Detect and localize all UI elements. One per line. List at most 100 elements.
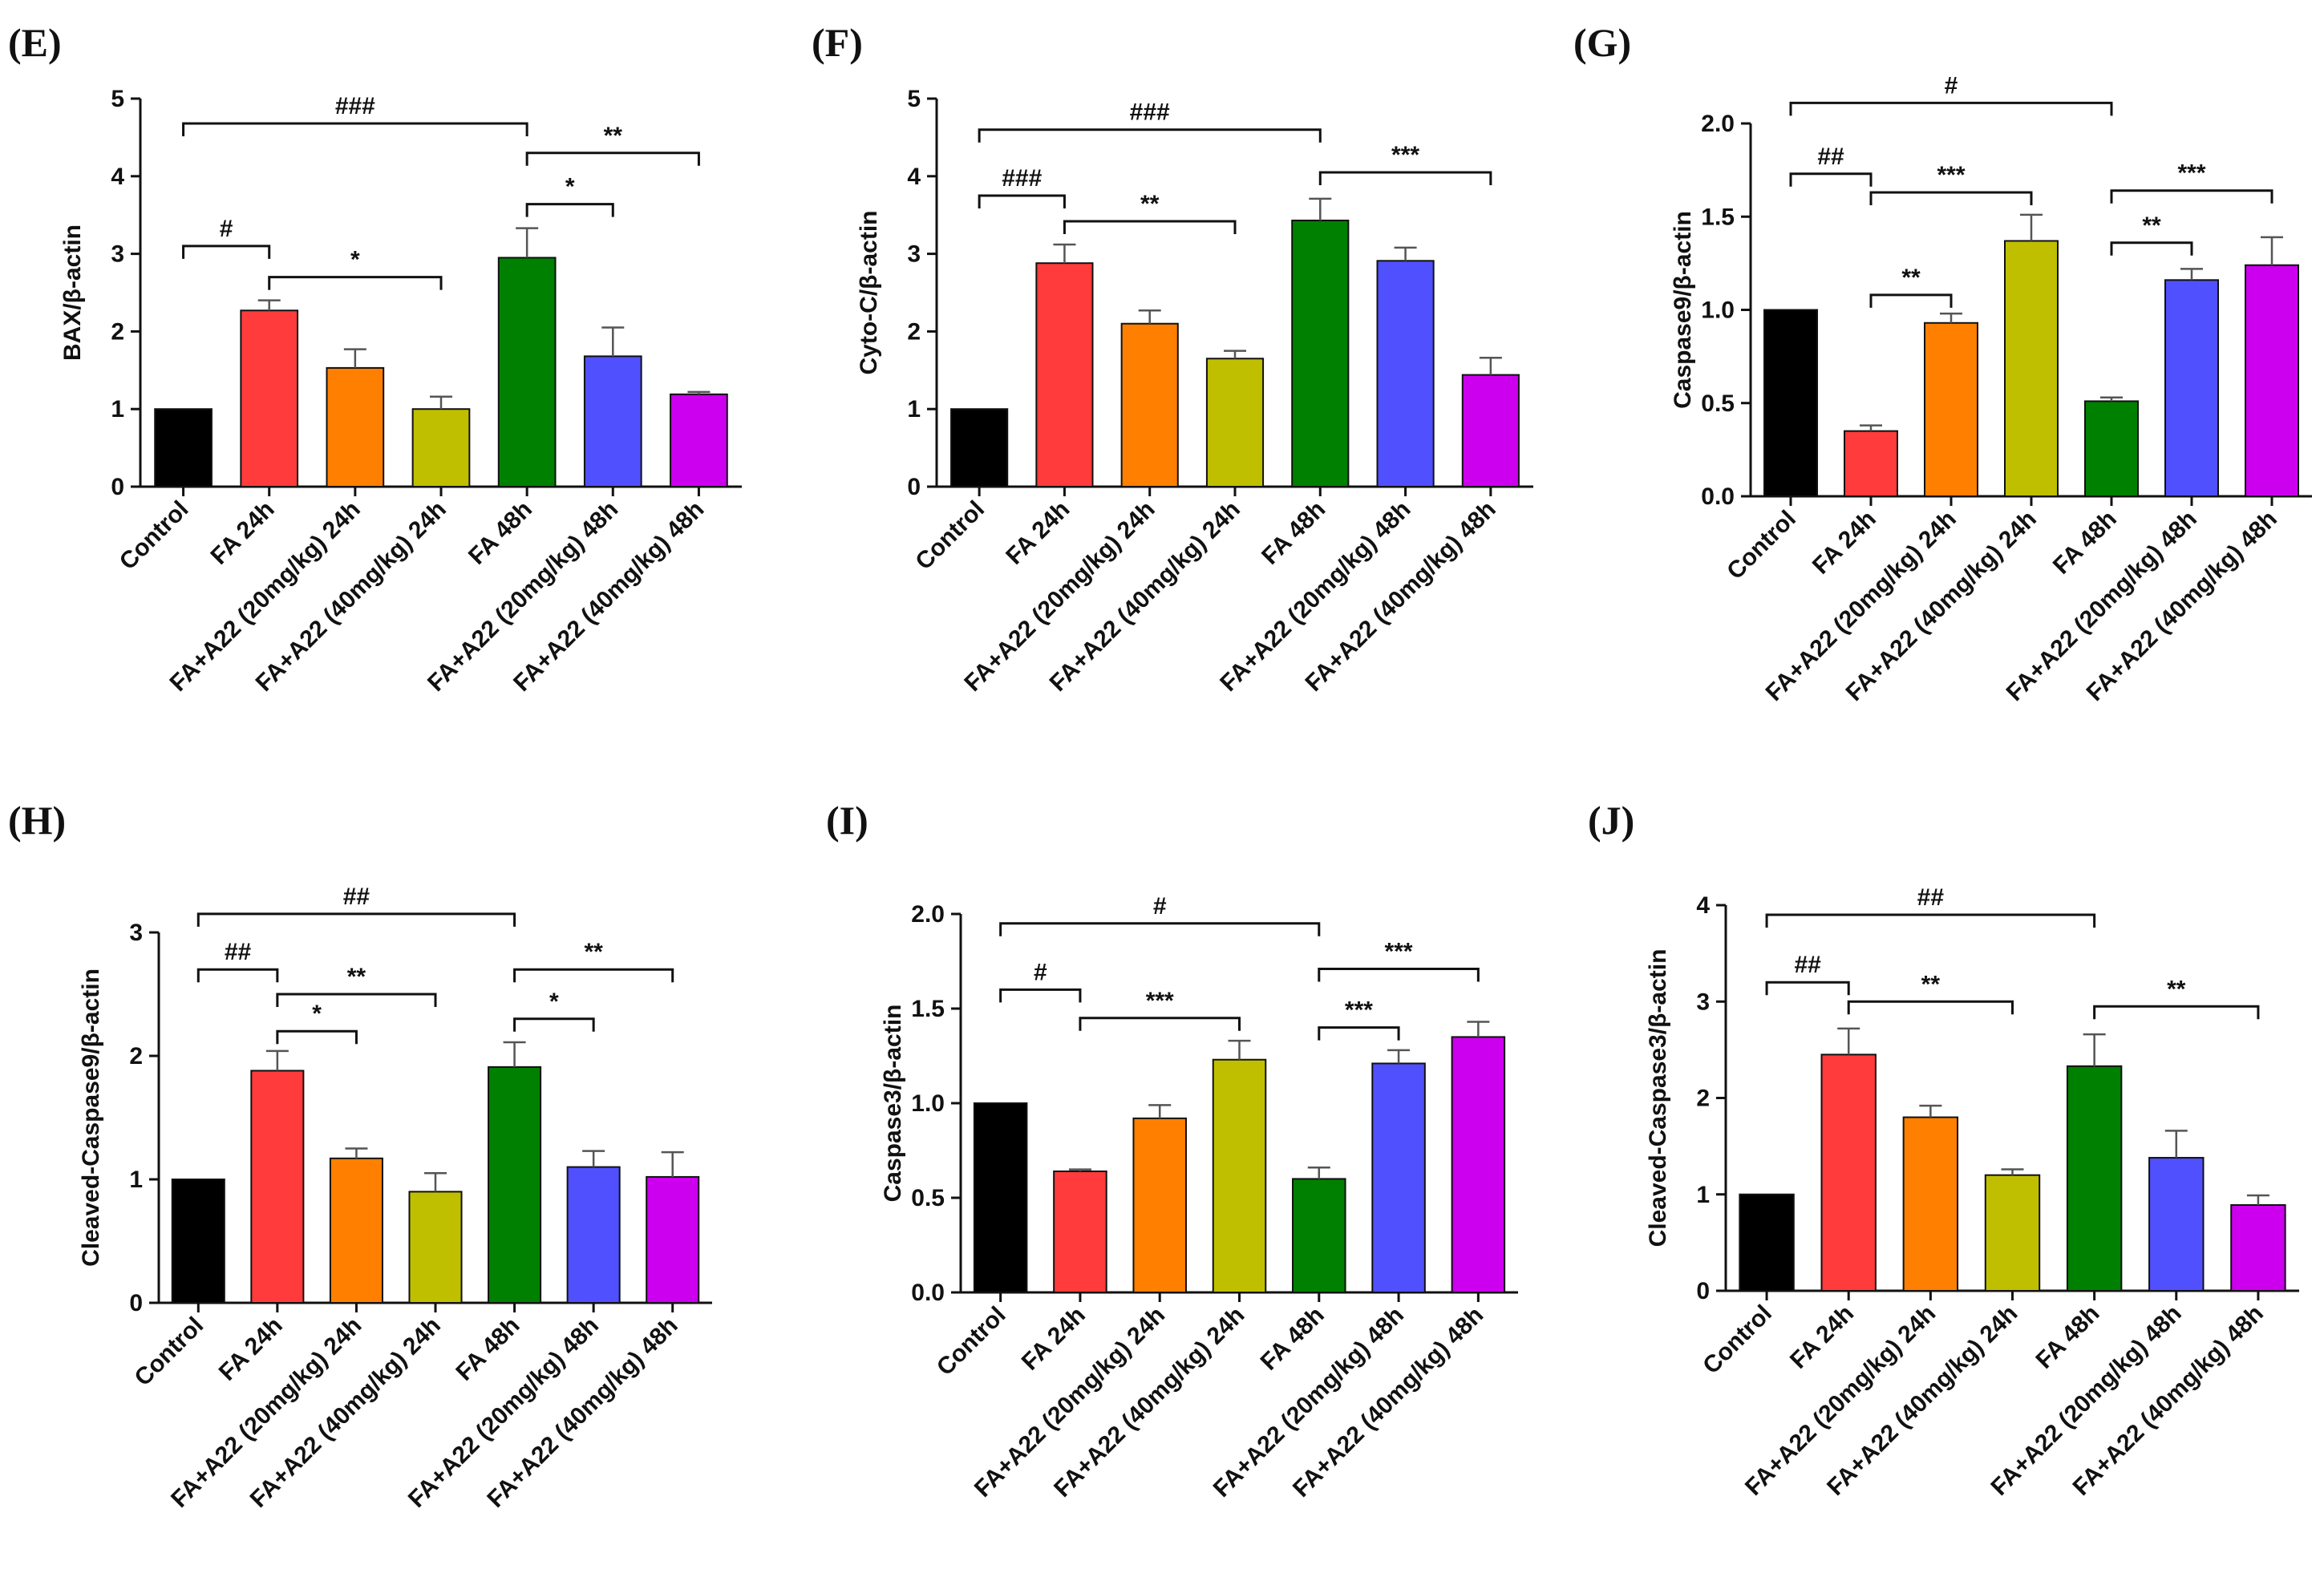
significance-bracket [978, 128, 1322, 143]
bar-fa-a22-20mg-kg-24h [1924, 321, 1978, 497]
x-tick-label: Control [115, 496, 194, 576]
significance-bracket [1789, 172, 1873, 187]
significance-bracket [1847, 1000, 2014, 1015]
y-axis-label: Caspase9/β-actin [1670, 211, 1696, 409]
significance-bracket [1079, 1017, 1241, 1031]
y-tick-label: 1.0 [911, 1090, 945, 1117]
bar-fa-a22-40mg-kg-48h [2230, 1203, 2286, 1292]
bar-fa-48h [2066, 1065, 2123, 1292]
y-tick-label: 2.0 [911, 901, 945, 928]
significance-bracket [276, 1029, 358, 1045]
y-tick-label: 4 [907, 164, 921, 190]
panel-i: (I) 0.0 0.5 1.0 1.5 2.0 Caspase3/β-actin Contro… [826, 798, 1518, 1502]
bar-fa-48h [488, 1066, 542, 1304]
significance-label: # [1034, 959, 1047, 985]
significance-bracket [182, 122, 528, 136]
significance-label: *** [1937, 162, 1965, 188]
significance-bracket [1789, 101, 2113, 116]
x-tick-label: FA 24h [206, 496, 280, 570]
x-tick-label: Control [1722, 506, 1801, 585]
y-tick-label: 2 [129, 1043, 143, 1070]
x-tick-label: Control [910, 496, 990, 576]
panel-label: (J) [1588, 798, 1634, 843]
x-tick-label: FA 48h [2030, 1300, 2104, 1374]
panel-label: (E) [8, 20, 62, 65]
significance-bracket [1765, 913, 2096, 928]
bar-fa-a22-20mg-kg-24h [1120, 322, 1179, 487]
bar-fa-24h [1844, 430, 1898, 497]
y-tick-label: 0.5 [1701, 390, 1735, 417]
x-tick-label: Control [129, 1312, 209, 1392]
bar-fa-a22-40mg-kg-48h [646, 1175, 700, 1304]
bar-fa-24h [1820, 1053, 1877, 1292]
significance-label: # [1945, 72, 1958, 99]
y-tick-label: 3 [129, 920, 143, 946]
y-tick-label: 0 [111, 474, 124, 500]
significance-bracket [999, 988, 1082, 1003]
significance-label: # [1153, 893, 1167, 920]
y-tick-label: 4 [111, 164, 124, 190]
significance-label: *** [1391, 142, 1419, 168]
panel-g: (G) 0.0 0.5 1.0 1.5 2.0 Caspase9/β-actin Contro… [1573, 20, 2312, 706]
y-axis-label: Cleaved-Caspase9/β-actin [78, 968, 104, 1267]
significance-bracket [2093, 1005, 2260, 1020]
panel-label: (I) [826, 798, 868, 843]
significance-label: ### [335, 93, 375, 119]
bar-fa-a22-20mg-kg-48h [566, 1166, 621, 1304]
bar-fa-a22-20mg-kg-48h [1371, 1062, 1426, 1293]
y-tick-label: 1.5 [911, 996, 945, 1022]
bar-fa-a22-40mg-kg-24h [411, 408, 471, 488]
significance-bracket [196, 912, 516, 927]
significance-bracket [1869, 191, 2033, 206]
y-tick-label: 2 [907, 318, 921, 345]
bar-fa-a22-40mg-kg-48h [1461, 374, 1520, 487]
bar-fa-24h [1035, 262, 1094, 487]
significance-label: ** [1901, 265, 1921, 291]
significance-label: ## [1794, 952, 1821, 978]
y-tick-label: 0 [1696, 1278, 1710, 1304]
y-tick-label: 2 [1696, 1086, 1710, 1112]
y-tick-label: 1 [907, 396, 921, 423]
bar-fa-48h [1291, 219, 1350, 487]
bar-control [950, 408, 1009, 488]
significance-label: ## [1917, 884, 1945, 911]
significance-label: * [350, 247, 360, 273]
bar-control [154, 408, 213, 488]
x-tick-label: FA 48h [1256, 1302, 1330, 1376]
bar-fa-24h [1053, 1170, 1107, 1293]
significance-bracket [2110, 241, 2193, 256]
x-tick-label: FA 24h [1017, 1302, 1091, 1376]
significance-label: * [565, 174, 575, 200]
y-tick-label: 1 [111, 396, 124, 423]
y-tick-label: 0.0 [1701, 483, 1735, 510]
y-tick-label: 0.5 [911, 1185, 945, 1211]
y-tick-label: 3 [907, 241, 921, 268]
significance-bracket [525, 203, 614, 217]
significance-bracket [2110, 189, 2273, 204]
y-tick-label: 1 [1696, 1182, 1710, 1208]
significance-bracket [268, 276, 443, 290]
significance-bracket [276, 993, 437, 1007]
bar-fa-a22-20mg-kg-24h [329, 1157, 383, 1304]
significance-bracket [1318, 1026, 1400, 1041]
bar-fa-a22-40mg-kg-24h [1212, 1058, 1267, 1293]
significance-label: ## [1817, 144, 1844, 170]
bar-fa-a22-20mg-kg-48h [2148, 1157, 2205, 1292]
significance-label: ### [1002, 165, 1042, 192]
significance-bracket [1765, 981, 1850, 996]
bar-control [171, 1179, 225, 1304]
significance-label: *** [1385, 938, 1413, 964]
significance-bracket [513, 1017, 595, 1032]
significance-label: ** [1921, 971, 1941, 997]
panel-label: (H) [8, 798, 66, 843]
y-tick-label: 1.0 [1701, 297, 1735, 324]
bar-fa-a22-40mg-kg-24h [1984, 1174, 2041, 1292]
significance-label: ## [225, 939, 252, 965]
y-tick-label: 0 [129, 1290, 143, 1316]
bar-fa-48h [1292, 1178, 1346, 1294]
panel-label: (G) [1573, 20, 1631, 65]
